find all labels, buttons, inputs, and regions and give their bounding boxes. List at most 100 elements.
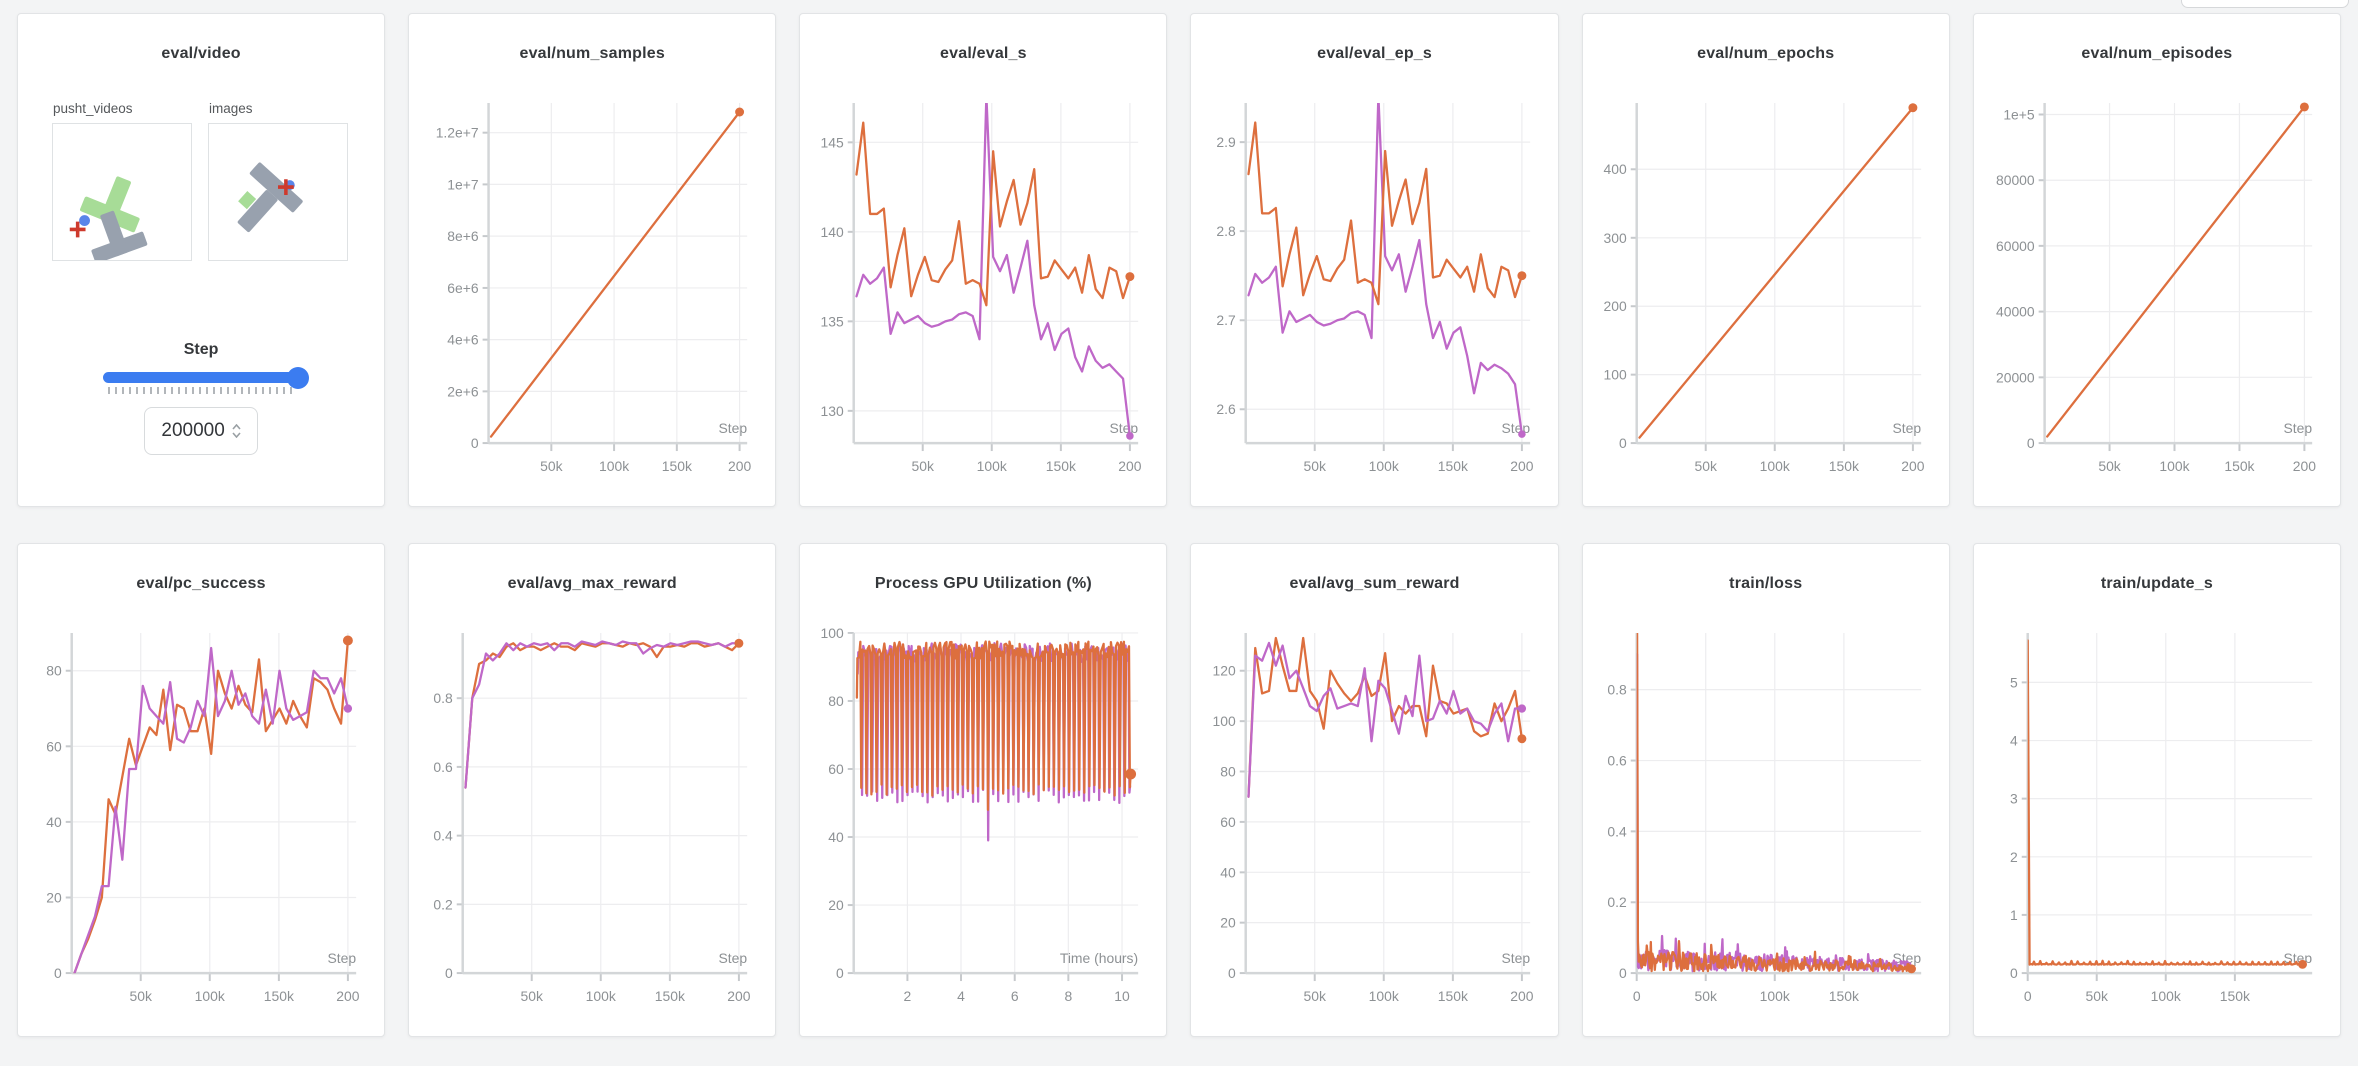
svg-text:4: 4 bbox=[2010, 733, 2018, 749]
panel-title: eval/num_episodes bbox=[2081, 45, 2233, 62]
svg-text:140: 140 bbox=[821, 224, 844, 240]
panel-title: Process GPU Utilization (%) bbox=[874, 575, 1092, 592]
chart-eval-avg-max-reward[interactable]: 0 0.2 0.4 0.6 0.8 50k 100k 150k 200 Step bbox=[409, 595, 775, 1015]
svg-text:40: 40 bbox=[829, 829, 845, 845]
svg-text:Time (hours): Time (hours) bbox=[1060, 950, 1138, 966]
panel-title: eval/avg_max_reward bbox=[507, 575, 677, 592]
stepper-arrows[interactable] bbox=[232, 424, 241, 439]
svg-text:50k: 50k bbox=[540, 458, 562, 474]
svg-text:100k: 100k bbox=[1759, 988, 1789, 1004]
svg-text:150k: 150k bbox=[655, 988, 685, 1004]
svg-text:0: 0 bbox=[1619, 435, 1627, 451]
svg-text:100k: 100k bbox=[586, 988, 616, 1004]
slider-thumb[interactable] bbox=[287, 366, 310, 389]
media-caption: pusht_videos bbox=[53, 101, 133, 117]
svg-text:1: 1 bbox=[2010, 907, 2018, 923]
chart-eval-num-epochs[interactable]: 0 100 200 300 400 50k 100k 150k 200 Step bbox=[1583, 65, 1949, 485]
svg-text:0: 0 bbox=[54, 965, 62, 981]
panel-title: train/loss bbox=[1729, 575, 1803, 592]
svg-text:200: 200 bbox=[1510, 988, 1533, 1004]
media-images: images bbox=[208, 101, 348, 262]
chart-eval-pc-success[interactable]: 0 20 40 60 80 50k 100k 150k 200 Step bbox=[18, 595, 384, 1015]
pusht-video-thumbnail[interactable] bbox=[52, 123, 192, 262]
pusht-scene-image bbox=[53, 124, 191, 261]
svg-text:100: 100 bbox=[1212, 713, 1235, 729]
chart-eval-avg-sum-reward[interactable]: 0 20 40 60 80 100 120 50k 100k 150k 200 Step bbox=[1192, 595, 1558, 1015]
svg-text:150k: 150k bbox=[1829, 988, 1859, 1004]
chart-eval-eval-ep-s[interactable]: 2.6 2.7 2.8 2.9 50k 100k 150k 200 Step bbox=[1192, 65, 1558, 485]
chart-eval-num-samples[interactable]: 0 2e+6 4e+6 6e+6 8e+6 1e+7 1.2e+7 50k 100k 150k 20… bbox=[409, 65, 775, 485]
svg-text:100k: 100k bbox=[2159, 458, 2189, 474]
svg-text:150k: 150k bbox=[2220, 988, 2250, 1004]
svg-text:0.6: 0.6 bbox=[1607, 753, 1627, 769]
svg-text:300: 300 bbox=[1603, 230, 1626, 246]
svg-text:6: 6 bbox=[1011, 988, 1019, 1004]
svg-text:100k: 100k bbox=[977, 458, 1007, 474]
svg-text:4e+6: 4e+6 bbox=[448, 332, 480, 348]
slider-track[interactable] bbox=[103, 366, 310, 389]
chevron-down-icon[interactable] bbox=[232, 432, 241, 439]
svg-text:Step: Step bbox=[1892, 420, 1921, 436]
media-row: pusht_videos bbox=[18, 101, 384, 262]
svg-text:20: 20 bbox=[1220, 915, 1236, 931]
svg-text:0: 0 bbox=[471, 435, 479, 451]
chevron-up-icon[interactable] bbox=[232, 424, 241, 430]
svg-text:0.4: 0.4 bbox=[1607, 824, 1627, 840]
svg-text:Step: Step bbox=[1110, 420, 1139, 436]
slider-tick-marks bbox=[108, 387, 295, 395]
svg-text:0.8: 0.8 bbox=[434, 690, 454, 706]
svg-text:200: 200 bbox=[728, 988, 751, 1004]
chart-eval-num-episodes[interactable]: 0 20000 40000 60000 80000 1e+5 50k 100k 150k 200 S… bbox=[1974, 65, 2340, 485]
panel-title: train/update_s bbox=[2100, 575, 2213, 592]
svg-text:0.4: 0.4 bbox=[434, 828, 454, 844]
svg-text:200: 200 bbox=[2293, 458, 2316, 474]
step-input[interactable]: 200000 bbox=[144, 407, 259, 456]
svg-text:50k: 50k bbox=[1303, 458, 1325, 474]
svg-text:2.6: 2.6 bbox=[1216, 401, 1236, 417]
step-slider[interactable] bbox=[103, 366, 310, 395]
svg-text:0: 0 bbox=[2024, 988, 2032, 1004]
svg-text:150k: 150k bbox=[1437, 988, 1467, 1004]
svg-text:40: 40 bbox=[1220, 864, 1236, 880]
panel-gpu-utilization: Process GPU Utilization (%) 0 20 40 60 80 100… bbox=[799, 543, 1168, 1037]
target-cross bbox=[69, 221, 86, 238]
svg-text:150k: 150k bbox=[2224, 458, 2254, 474]
svg-text:2.7: 2.7 bbox=[1216, 312, 1236, 328]
chart-train-loss[interactable]: 0 0.2 0.4 0.6 0.8 0 50k 100k 150k Step bbox=[1583, 595, 1949, 1015]
svg-text:1e+5: 1e+5 bbox=[2003, 107, 2035, 123]
svg-text:5: 5 bbox=[2010, 675, 2018, 691]
svg-text:150k: 150k bbox=[264, 988, 294, 1004]
chart-eval-eval-s[interactable]: 130 135 140 145 50k 100k 150k 200 Step bbox=[800, 65, 1166, 485]
svg-text:200: 200 bbox=[1119, 458, 1142, 474]
step-value[interactable]: 200000 bbox=[161, 420, 225, 442]
svg-text:0: 0 bbox=[1619, 965, 1627, 981]
panel-eval-num-samples: eval/num_samples 0 2e+6 4e+6 6e+6 8e+6 1e+7 1.… bbox=[408, 13, 777, 507]
svg-text:4: 4 bbox=[958, 988, 966, 1004]
svg-text:Step: Step bbox=[1892, 950, 1921, 966]
svg-text:50k: 50k bbox=[1694, 988, 1716, 1004]
svg-text:8e+6: 8e+6 bbox=[448, 228, 480, 244]
panel-title: eval/eval_ep_s bbox=[1317, 45, 1433, 62]
svg-text:Step: Step bbox=[1501, 420, 1530, 436]
svg-text:100k: 100k bbox=[1368, 458, 1398, 474]
svg-text:0.2: 0.2 bbox=[1607, 894, 1627, 910]
svg-text:200: 200 bbox=[1901, 458, 1924, 474]
svg-text:100k: 100k bbox=[599, 458, 629, 474]
svg-text:200: 200 bbox=[728, 458, 751, 474]
panel-title: eval/num_samples bbox=[519, 45, 665, 62]
images-thumbnail[interactable] bbox=[208, 123, 348, 262]
svg-text:8: 8 bbox=[1065, 988, 1073, 1004]
panel-eval-avg-max-reward: eval/avg_max_reward 0 0.2 0.4 0.6 0.8 50k 100k… bbox=[408, 543, 777, 1037]
svg-text:150k: 150k bbox=[1046, 458, 1076, 474]
svg-text:10: 10 bbox=[1115, 988, 1131, 1004]
svg-text:0.2: 0.2 bbox=[434, 897, 454, 913]
svg-text:50k: 50k bbox=[2085, 988, 2107, 1004]
svg-text:50k: 50k bbox=[1694, 458, 1716, 474]
chart-gpu-utilization[interactable]: 0 20 40 60 80 100 2 4 6 8 10 Time (hours) bbox=[800, 595, 1166, 1015]
svg-text:1e+7: 1e+7 bbox=[448, 177, 480, 193]
svg-text:20: 20 bbox=[46, 890, 62, 906]
svg-text:100k: 100k bbox=[1368, 988, 1398, 1004]
svg-text:0: 0 bbox=[836, 965, 844, 981]
